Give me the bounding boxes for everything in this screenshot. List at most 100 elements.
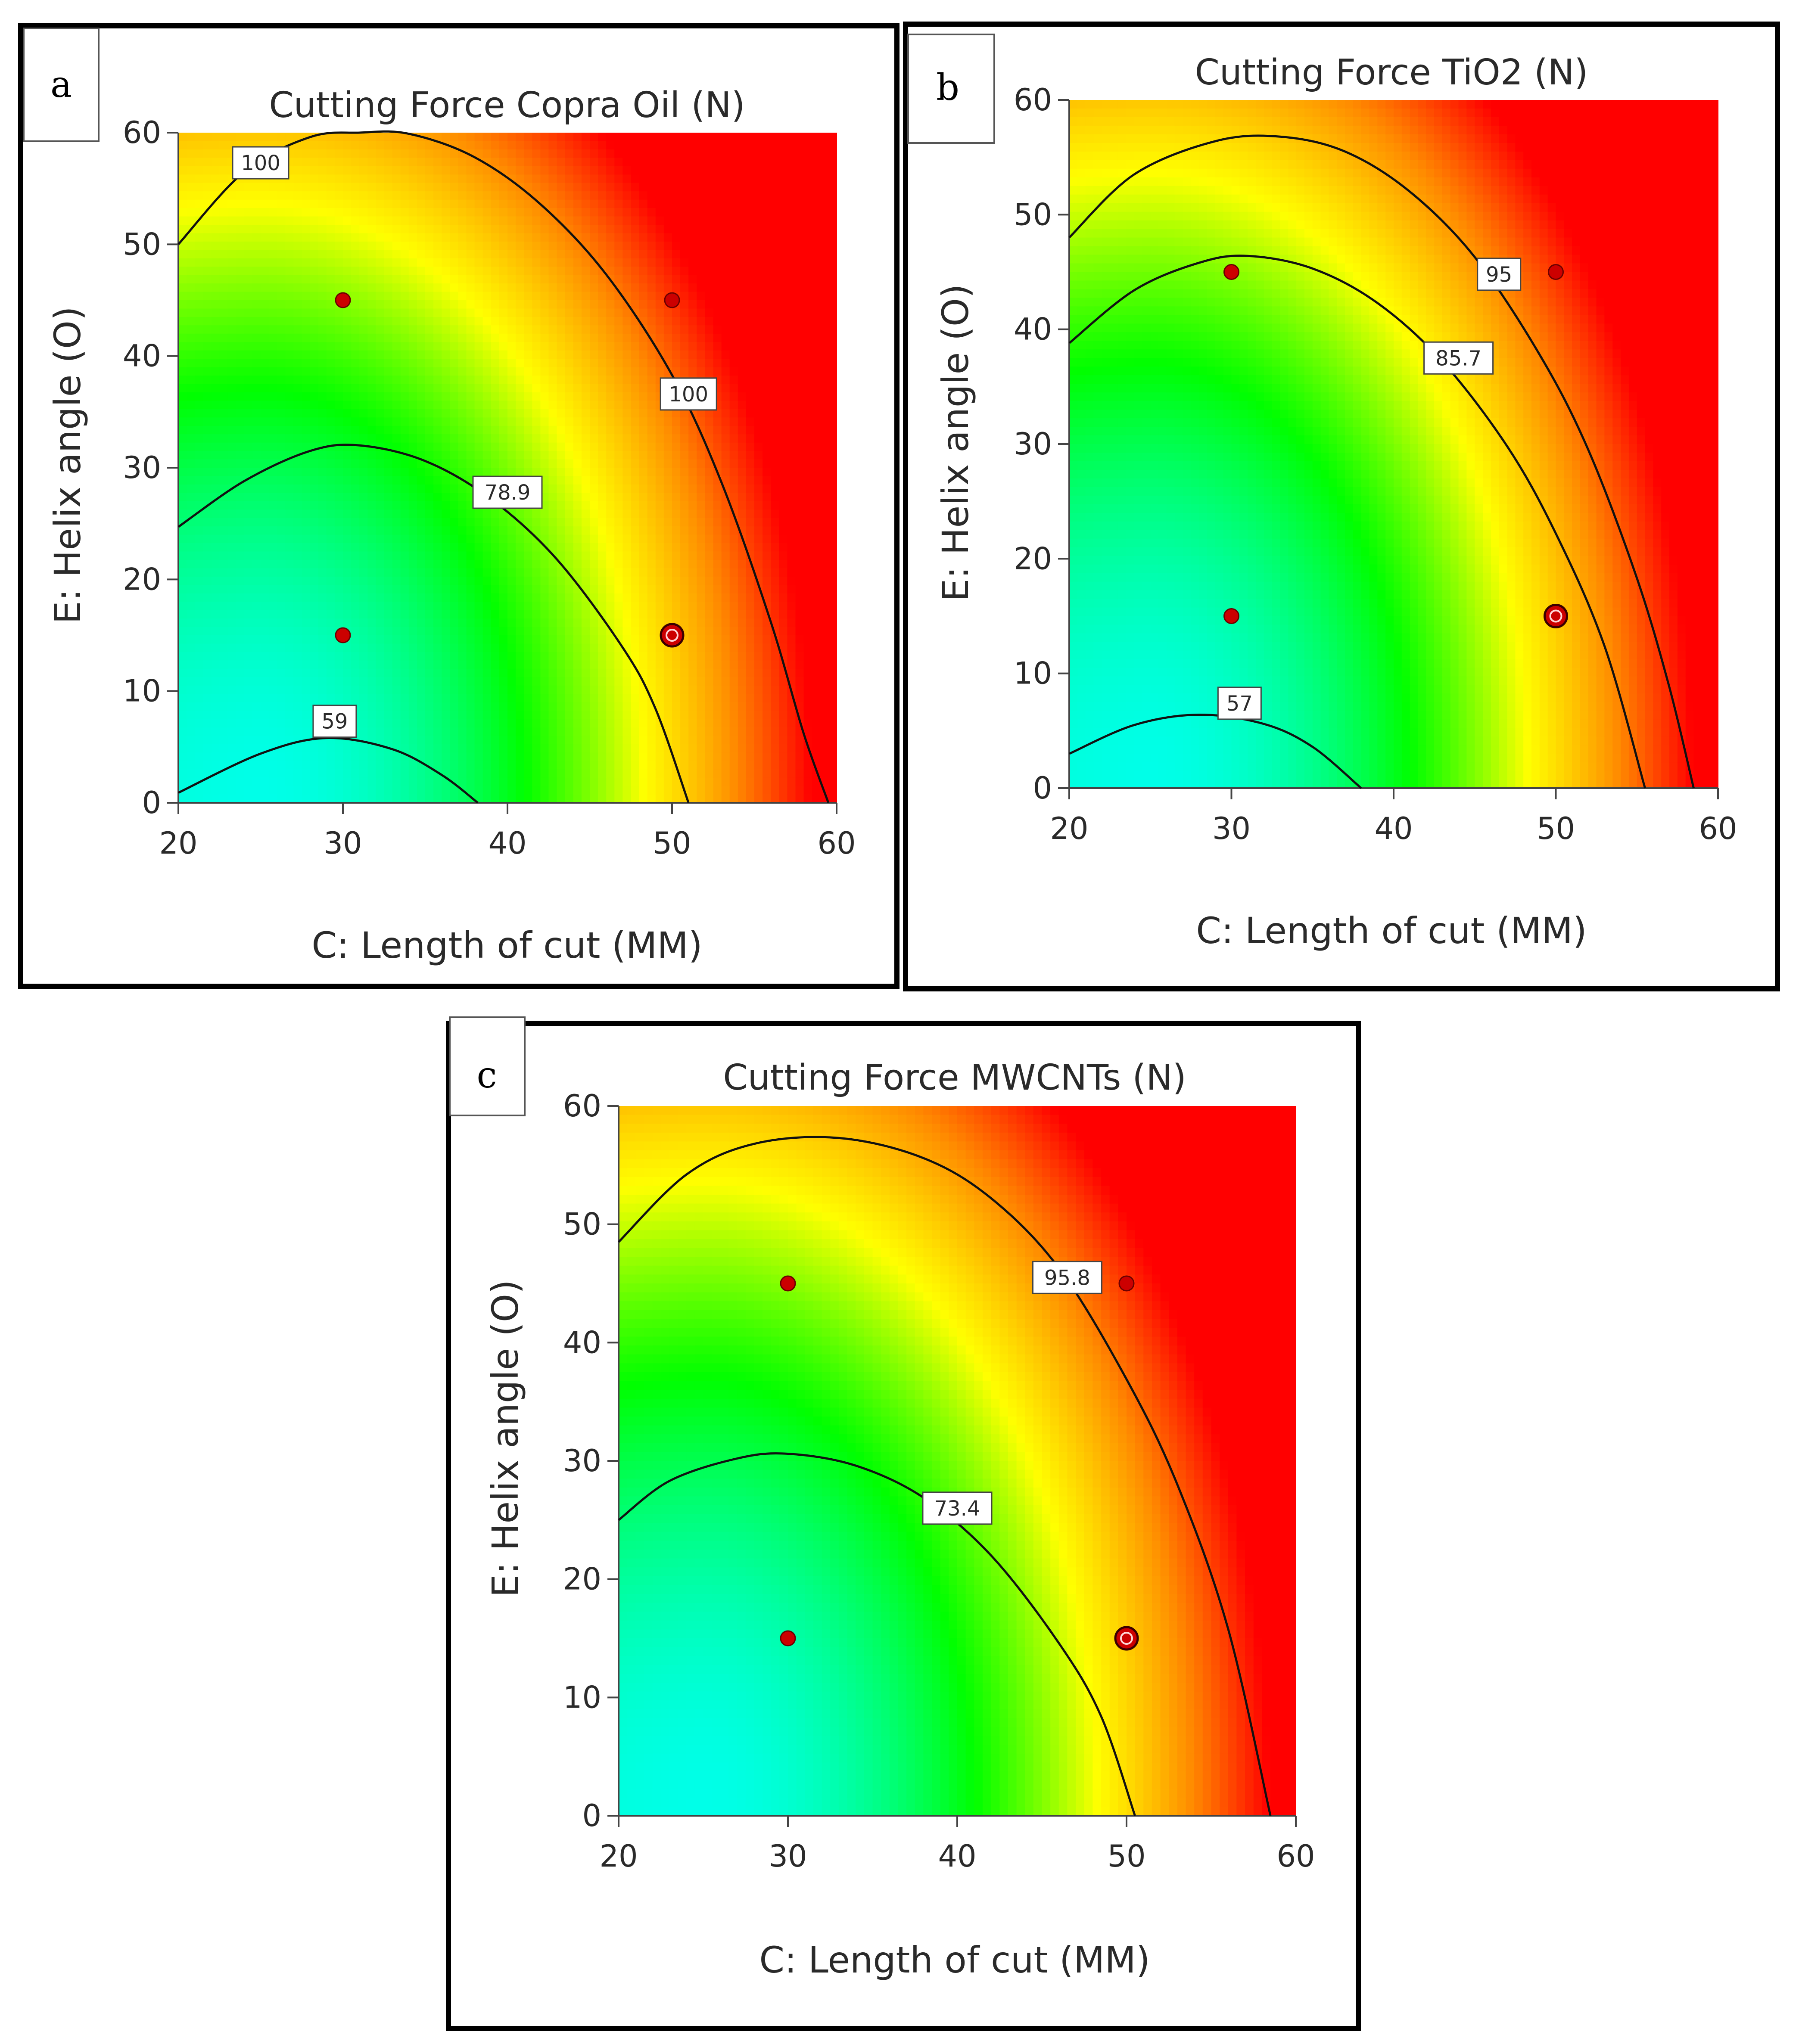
panel-c-x-tick-label: 40 <box>938 1839 976 1874</box>
panel-b-title: Cutting Force TiO2 (N) <box>1195 52 1588 93</box>
panel-c-x-tick-label: 50 <box>1107 1839 1145 1874</box>
panel-b-contour-label-box <box>1423 341 1494 375</box>
panel-b-y-axis-label: E: Helix angle (O) <box>934 284 977 601</box>
panel-b-x-axis-label: C: Length of cut (MM) <box>1196 910 1587 952</box>
panel-b-y-tick-label: 30 <box>1014 426 1052 462</box>
panel-a-design-point <box>335 627 351 643</box>
panel-a-heatmap-field <box>178 133 837 803</box>
panel-c-x-axis-label: C: Length of cut (MM) <box>759 1939 1150 1981</box>
panel-c-design-point <box>780 1275 796 1292</box>
panel-a-contour-100 <box>177 130 830 803</box>
panel-b-contour-95 <box>1068 134 1695 789</box>
panel-a-design-point <box>335 292 351 308</box>
panel-c-y-tick-label: 50 <box>563 1207 601 1242</box>
panel-c-title: Cutting Force MWCNTs (N) <box>723 1057 1186 1098</box>
panel-c-contour-label: 95.8 <box>1044 1266 1090 1290</box>
panel-b-plot-area: 20 30 40 50 60 0 10 20 30 40 50 60 57 85.7 95 <box>1014 82 1737 846</box>
panel-a-x-axis-label: C: Length of cut (MM) <box>311 924 702 966</box>
panel-b-design-point <box>1548 264 1564 280</box>
panel-b-y-tick-label: 0 <box>1033 770 1052 806</box>
panel-b-border <box>903 22 1780 991</box>
panel-c-design-point <box>780 1630 796 1646</box>
panel-a-x-tick-label: 40 <box>488 826 526 861</box>
panel-b-contour-label-box <box>1477 258 1522 291</box>
panel-c-contour-label-box <box>922 1491 993 1525</box>
panel-b-y-tick-label: 40 <box>1014 312 1052 347</box>
panel-a-plot-area: 20 30 40 50 60 0 10 20 30 40 50 60 59 78.9 100 100 <box>123 115 856 861</box>
panel-a-contour-label: 78.9 <box>485 481 531 505</box>
panel-c-y-tick-label: 20 <box>563 1562 601 1597</box>
panel-b-x-tick-label: 40 <box>1374 811 1413 846</box>
panel-a-title: Cutting Force Copra Oil (N) <box>269 85 745 126</box>
panel-b-center-point-ring <box>1549 609 1562 623</box>
panel-a-y-tick-label: 40 <box>123 339 161 374</box>
panel-b-contour-label: 57 <box>1226 692 1253 716</box>
panel-b-cutting-force-tio2: b Cutting Force TiO2 (N) 20 30 40 50 6001020… <box>903 22 1780 991</box>
panel-a-y-tick-label: 50 <box>123 227 161 262</box>
panel-b-x-tick-label: 50 <box>1537 811 1575 846</box>
panel-c-x-tick-label: 20 <box>599 1839 638 1874</box>
panel-c-x-tick-label: 30 <box>769 1839 807 1874</box>
panel-c-contour-label-box <box>1032 1261 1102 1294</box>
panel-a-contour-label-box <box>660 377 717 411</box>
panel-c-y-tick-label: 60 <box>563 1088 601 1124</box>
panel-a-y-tick-label: 10 <box>123 674 161 709</box>
panel-a-y-tick-label: 30 <box>123 450 161 485</box>
panel-c-plot-area: 20 30 40 50 60 0 10 20 30 40 50 60 73.4 95.8 <box>563 1088 1315 1874</box>
panel-c-y-tick-label: 0 <box>582 1798 601 1833</box>
panel-c-y-axis-label: E: Helix angle (O) <box>484 1280 526 1597</box>
panel-a-y-tick-label: 0 <box>142 785 161 820</box>
panel-b-contour-label-box <box>1217 687 1262 720</box>
panel-a-x-tick-label: 20 <box>159 826 197 861</box>
panel-b-center-point <box>1544 604 1568 628</box>
panel-a-contour-label: 100 <box>241 151 280 175</box>
panel-b-y-tick-label: 10 <box>1014 656 1052 691</box>
panel-c-heatmap-field <box>619 1106 1296 1816</box>
panel-c-contour-73.4 <box>618 1452 1136 1816</box>
panel-c-center-point <box>1114 1626 1139 1651</box>
panel-b-letter-box <box>907 34 995 144</box>
panel-c-y-tick-label: 30 <box>563 1443 601 1479</box>
panel-a-contour-label-box <box>312 705 357 738</box>
panel-b-letter: b <box>936 66 959 109</box>
panel-a-y-axis-label: E: Helix angle (O) <box>47 306 89 624</box>
panel-a-x-tick-label: 60 <box>817 826 856 861</box>
panel-b-x-tick-label: 30 <box>1212 811 1251 846</box>
panel-a-x-tick-label: 50 <box>653 826 691 861</box>
panel-a-x-tick-label: 30 <box>324 826 362 861</box>
panel-c-contour-label: 73.4 <box>934 1497 980 1521</box>
panel-b-contour-label: 95 <box>1486 263 1512 287</box>
panel-c-letter: c <box>476 1054 497 1096</box>
panel-a-letter-box <box>23 28 100 142</box>
panel-a-border <box>18 23 900 989</box>
panel-a-y-tick-label: 20 <box>123 562 161 597</box>
panel-b-y-tick-label: 20 <box>1014 541 1052 576</box>
panel-b-x-tick-label: 20 <box>1050 811 1088 846</box>
panel-b-y-tick-label: 50 <box>1014 197 1052 232</box>
panel-c-letter-box <box>449 1016 526 1116</box>
panel-b-heatmap-field <box>1069 100 1718 789</box>
panel-c-cutting-force-mwcnts: c Cutting Force MWCNTs (N) 20 30 40 50 60 0 10… <box>446 1016 1361 2031</box>
panel-c-y-tick-label: 10 <box>563 1680 601 1715</box>
panel-b-contour-label: 85.7 <box>1435 346 1482 370</box>
panel-c-y-tick-label: 40 <box>563 1325 601 1360</box>
panel-a-contour-59 <box>177 736 479 804</box>
panel-b-design-point <box>1223 608 1239 624</box>
panel-a-design-point <box>664 292 680 308</box>
panel-a-contour-label-box <box>232 146 289 180</box>
panel-a-contour-label-box <box>472 475 543 509</box>
panel-b-design-point <box>1223 264 1239 280</box>
panel-a-contour-label: 59 <box>321 710 348 734</box>
panel-c-design-point <box>1118 1275 1135 1292</box>
panel-a-cutting-force-copra-oil: a Cutting Force Copra Oil (N) 20 30 40 50 60… <box>18 23 900 989</box>
panel-b-x-tick-label: 60 <box>1699 811 1737 846</box>
panel-a-letter: a <box>50 63 72 106</box>
panel-c-center-point-ring <box>1120 1632 1133 1645</box>
panel-a-y-tick-label: 60 <box>123 115 161 150</box>
panel-b-y-tick-label: 60 <box>1014 82 1052 118</box>
panel-a-center-point-ring <box>666 629 679 642</box>
panel-c-x-tick-label: 60 <box>1276 1839 1315 1874</box>
panel-c-contour-95.8 <box>618 1136 1272 1816</box>
panel-b-contour-85.7 <box>1068 255 1646 789</box>
